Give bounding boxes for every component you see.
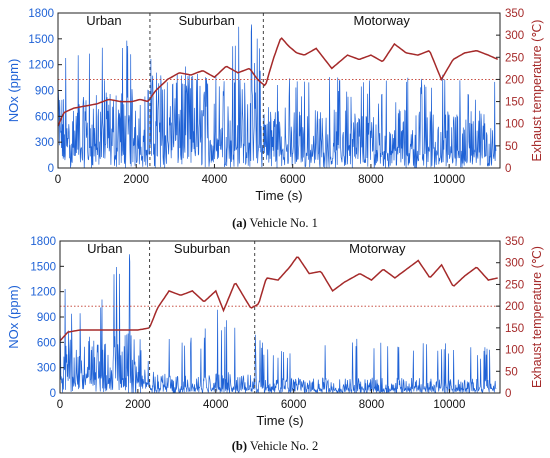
chart1-xtick-label-6000: 6000 xyxy=(280,174,306,186)
chart2-ytick-label-right-250: 250 xyxy=(505,279,524,291)
chart1-series-temperature xyxy=(57,37,499,127)
chart1-ytick-label-right-250: 250 xyxy=(505,52,524,64)
chart2-ytick-label-left-1200: 1200 xyxy=(30,287,56,299)
chart1-series-nox xyxy=(57,24,497,169)
chart1-ytick-label-right-0: 0 xyxy=(505,163,511,175)
chart1-ytick-label-right-150: 150 xyxy=(505,97,524,109)
chart2-ytick-label-right-350: 350 xyxy=(505,236,524,248)
chart2-y-axis-label-left: NOx (ppm) xyxy=(6,285,21,349)
chart1-phase-label-urban: Urban xyxy=(86,13,121,28)
chart2-ytick-label-left-0: 0 xyxy=(50,388,56,400)
chart2-ytick-label-left-1800: 1800 xyxy=(30,236,56,248)
chart2-ytick-label-right-150: 150 xyxy=(505,323,524,335)
chart2-xtick-label-8000: 8000 xyxy=(359,399,385,411)
chart2-ytick-label-right-200: 200 xyxy=(505,301,524,313)
chart1-xtick-label-0: 0 xyxy=(55,174,61,186)
chart2-ytick-label-right-100: 100 xyxy=(505,345,524,357)
chart1-ytick-label-left-300: 300 xyxy=(35,137,54,149)
chart1-ytick-label-left-0: 0 xyxy=(48,163,54,175)
chart2-x-axis-label: Time (s) xyxy=(256,413,303,428)
chart2-series-nox xyxy=(59,254,497,395)
chart1-y-axis-label-left: NOx (ppm) xyxy=(6,59,21,123)
chart2-phase-label-motorway: Motorway xyxy=(349,241,406,256)
chart2-ytick-label-left-900: 900 xyxy=(37,312,56,324)
chart2-xtick-label-2000: 2000 xyxy=(125,399,151,411)
chart2-ytick-label-right-0: 0 xyxy=(505,388,511,400)
chart2-xtick-label-6000: 6000 xyxy=(281,399,307,411)
chart2-xtick-label-0: 0 xyxy=(57,399,63,411)
chart1-x-axis-label: Time (s) xyxy=(255,188,302,203)
chart1-ytick-label-left-900: 900 xyxy=(35,86,54,98)
chart1-xtick-label-8000: 8000 xyxy=(358,174,384,186)
chart2-y-axis-label-right: Exhaust temperature (℃) xyxy=(530,246,544,388)
chart2-series-temperature xyxy=(59,256,498,342)
chart2-phase-label-urban: Urban xyxy=(87,241,122,256)
chart1-y-axis-label-right: Exhaust temperature (℃) xyxy=(530,20,544,162)
chart2-ytick-label-left-1500: 1500 xyxy=(30,261,56,273)
chart1-ytick-label-right-100: 100 xyxy=(505,119,524,131)
chart2-plot-frame xyxy=(59,240,501,394)
caption-vehicle-2: (b) Vehicle No. 2 xyxy=(231,439,319,453)
chart1-ytick-label-left-1800: 1800 xyxy=(28,8,54,20)
chart2-ytick-label-right-300: 300 xyxy=(505,258,524,270)
chart1-xtick-label-4000: 4000 xyxy=(202,174,228,186)
chart2-ytick-label-left-600: 600 xyxy=(37,337,56,349)
chart1-ytick-label-right-200: 200 xyxy=(505,74,524,86)
chart1-ytick-label-right-50: 50 xyxy=(505,141,518,153)
chart1-ytick-label-right-350: 350 xyxy=(505,8,524,20)
chart2-xtick-label-4000: 4000 xyxy=(203,399,229,411)
chart1-ytick-label-left-600: 600 xyxy=(35,111,54,123)
chart1-ytick-label-left-1200: 1200 xyxy=(28,60,54,72)
chart1-xtick-label-2000: 2000 xyxy=(123,174,149,186)
caption-vehicle-1: (a) Vehicle No. 1 xyxy=(232,216,318,230)
chart2-phase-label-suburban: Suburban xyxy=(174,241,230,256)
chart2-ytick-label-left-300: 300 xyxy=(37,363,56,375)
chart1-ytick-label-right-300: 300 xyxy=(505,30,524,42)
chart1-phase-label-suburban: Suburban xyxy=(178,13,234,28)
chart2-ytick-label-right-50: 50 xyxy=(505,366,518,378)
chart2-xtick-label-10000: 10000 xyxy=(433,399,465,411)
chart1-phase-label-motorway: Motorway xyxy=(353,13,410,28)
chart1-xtick-label-10000: 10000 xyxy=(433,174,465,186)
chart1-ytick-label-left-1500: 1500 xyxy=(28,34,54,46)
